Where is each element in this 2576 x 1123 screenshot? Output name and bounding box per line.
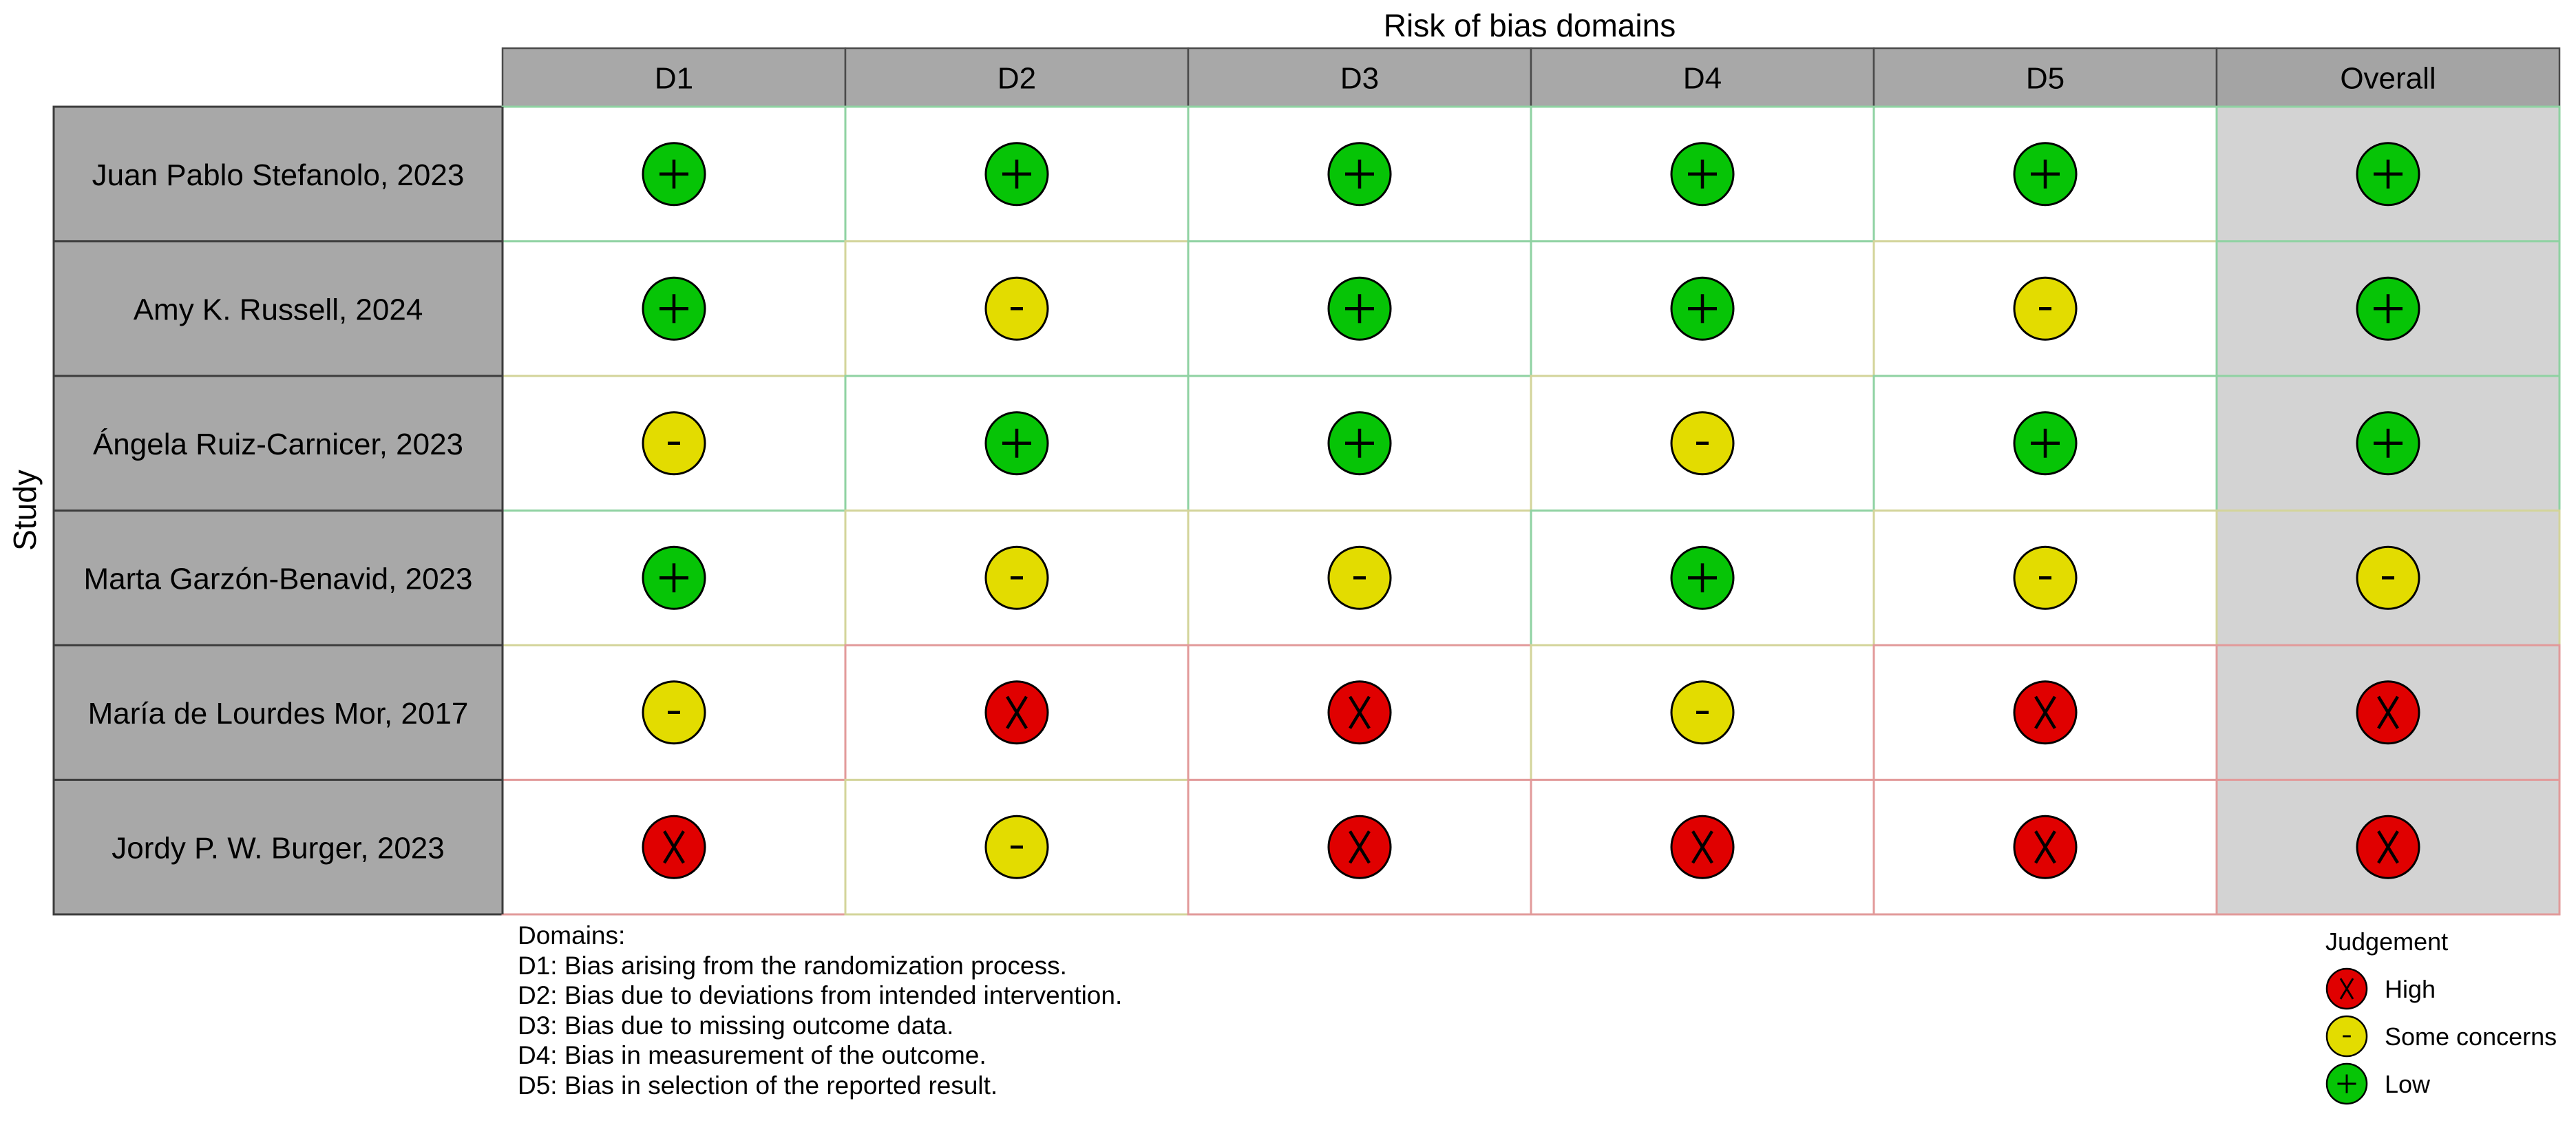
domain-note-d5: D5: Bias in selection of the reported re… [518,1071,998,1100]
judgement-high-x-icon [1349,830,1371,864]
judgement-high-x-icon [663,830,685,864]
judgement-low-plus-icon [1002,428,1031,458]
domain-note-d4: D4: Bias in measurement of the outcome. [518,1041,986,1069]
legend-high-x-icon [2339,978,2354,1000]
judgement-low-plus-icon [1688,159,1717,189]
study-label: Juan Pablo Stefanolo, 2023 [92,158,465,192]
chart-title: Risk of bias domains [1384,8,1676,43]
judgement-low-plus-icon [659,294,688,324]
column-header-label-d2: D2 [997,62,1036,96]
judgement-high-x-icon [2034,695,2056,729]
legend-label-high: High [2385,975,2436,1003]
study-label-cell [52,375,504,512]
judgement-low-plus-icon [2374,428,2403,458]
study-label-cell [52,779,504,916]
column-header-label-d5: D5 [2026,62,2065,96]
legend-low-plus-icon [2337,1074,2356,1093]
judgement-high-x-icon [1006,695,1028,729]
judgement-low-plus-icon [1002,159,1031,189]
judgement-high-x-icon [1691,830,1713,864]
judgement-low-plus-icon [1688,563,1717,593]
study-label: Marta Garzón-Benavid, 2023 [84,562,473,596]
column-header-label-overall: Overall [2340,62,2436,96]
domain-note-d2: D2: Bias due to deviations from intended… [518,981,1123,1009]
judgement-low-plus-icon [2374,159,2403,189]
legend-title: Judgement [2325,927,2448,956]
study-label: Ángela Ruiz-Carnicer, 2023 [93,428,463,461]
judgement-low-plus-icon [1345,294,1374,324]
judgement-high-x-icon [2377,830,2399,864]
legend-label-some-concerns: Some concerns [2385,1022,2557,1051]
judgement-high-x-icon [1349,695,1371,729]
column-header-overall [2215,47,2561,108]
judgement-low-plus-icon [2031,159,2060,189]
domain-note-d3: D3: Bias due to missing outcome data. [518,1011,954,1040]
judgement-low-plus-icon [2374,294,2403,324]
study-label-cell [52,510,504,647]
judgement-low-plus-icon [1688,294,1717,324]
column-header-d2 [844,47,1190,108]
column-header-d3 [1187,47,1532,108]
legend-label-low: Low [2385,1070,2431,1098]
study-label: Amy K. Russell, 2024 [134,293,423,326]
column-header-d1 [501,47,847,108]
study-label-cell [52,240,504,377]
judgement-low-plus-icon [1345,159,1374,189]
column-header-label-d1: D1 [655,62,693,96]
domains-heading: Domains: [518,921,626,949]
judgement-low-plus-icon [659,159,688,189]
study-label-cell [52,644,504,781]
judgement-low-plus-icon [2031,428,2060,458]
domain-note-d1: D1: Bias arising from the randomization … [518,951,1067,980]
judgement-high-x-icon [2034,830,2056,864]
judgement-high-x-icon [2377,695,2399,729]
y-axis-label: Study [7,470,43,551]
judgement-low-plus-icon [1345,428,1374,458]
column-header-label-d4: D4 [1683,62,1722,96]
domains-legend: Domains: D1: Bias arising from the rando… [518,921,1122,1100]
column-header-label-d3: D3 [1340,62,1379,96]
judgement-low-plus-icon [659,563,688,593]
study-label: María de Lourdes Mor, 2017 [88,697,469,731]
study-label: Jordy P. W. Burger, 2023 [112,831,444,865]
